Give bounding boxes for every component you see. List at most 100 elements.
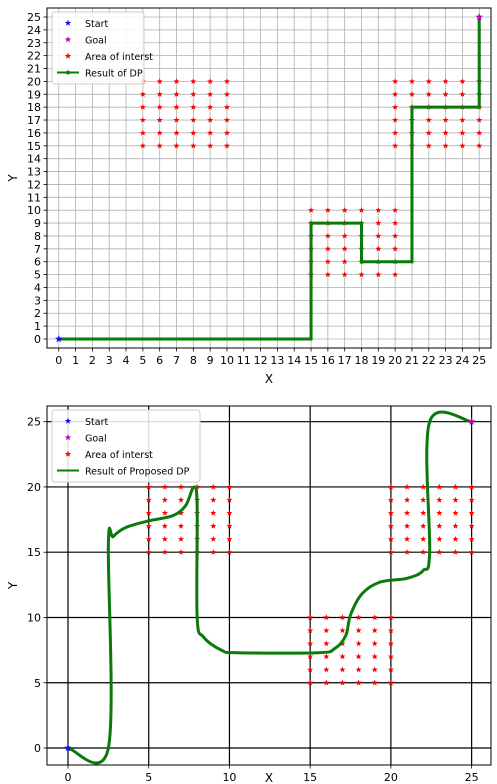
legend-marker-dot [66, 70, 70, 75]
y-tick-label: 6 [34, 256, 41, 269]
y-tick-label: 24 [27, 24, 41, 37]
x-tick-label: 20 [388, 354, 402, 367]
x-tick-label: 10 [222, 771, 236, 784]
area-of-interest-point [226, 509, 233, 516]
area-of-interest-point [323, 627, 330, 634]
legend-label: Start [85, 19, 108, 30]
area-of-interest-point [145, 522, 152, 529]
result-path-point [141, 337, 145, 341]
area-of-interest-point [387, 496, 394, 503]
area-of-interest-point [468, 535, 475, 542]
result-path-point [410, 144, 414, 148]
area-of-interest-point [324, 258, 331, 265]
legend-label: Area of interst [85, 450, 153, 461]
area-of-interest-point [387, 549, 394, 555]
result-path-point [410, 260, 414, 264]
area-of-interest-point [420, 549, 427, 555]
area-of-interest-point [476, 129, 483, 136]
legend: Start Goal Area of interst Result of DP [51, 11, 153, 85]
area-of-interest-point [436, 496, 443, 503]
area-of-interest-point [156, 142, 163, 149]
y-tick-label: 21 [27, 63, 41, 76]
y-tick-label: 2 [34, 307, 41, 320]
area-of-interest-point [404, 535, 411, 542]
area-of-interest-point [139, 91, 146, 97]
area-of-interest-point [375, 271, 382, 278]
area-of-interest-point [392, 142, 399, 149]
area-of-interest-point [173, 116, 180, 123]
y-tick-label: 0 [34, 742, 41, 755]
area-of-interest-point [404, 549, 411, 555]
result-path-point [309, 285, 313, 290]
area-of-interest-point [173, 91, 180, 97]
area-of-interest-point [307, 666, 314, 673]
area-of-interest-point [145, 549, 152, 555]
area-of-interest-point [387, 522, 394, 529]
area-of-interest-point [436, 535, 443, 542]
area-of-interest-point [177, 509, 185, 516]
x-tick-label: 13 [270, 354, 284, 367]
legend-marker-star [64, 36, 72, 43]
result-path-point [309, 311, 313, 315]
result-path-point [258, 337, 263, 341]
result-path-point [477, 92, 481, 96]
area-of-interest-point [156, 116, 163, 123]
area-of-interest-point [392, 219, 399, 226]
area-of-interest-point [392, 103, 399, 110]
area-of-interest-point [210, 522, 217, 529]
area-of-interest-point [323, 614, 330, 621]
area-of-interest-point [476, 116, 483, 123]
area-of-interest-point [459, 78, 466, 84]
result-path-point [443, 105, 448, 109]
area-of-interest-point [452, 509, 459, 516]
area-of-interest-point [190, 91, 197, 97]
area-of-interest-point [177, 483, 185, 490]
result-path-point [410, 182, 414, 187]
result-path-point [309, 337, 313, 341]
area-of-interest-point [161, 496, 168, 503]
area-of-interest-point [226, 549, 233, 555]
x-tick-label: 15 [303, 771, 317, 784]
result-path-point [410, 221, 414, 225]
area-of-interest-point [420, 509, 427, 516]
result-path-point [309, 272, 313, 277]
result-path-point [410, 118, 414, 122]
area-of-interest-point [307, 653, 314, 660]
area-of-interest-point [161, 483, 168, 490]
area-of-interest-point [425, 129, 432, 136]
area-of-interest-point [307, 627, 314, 634]
result-path-point [410, 157, 414, 161]
area-of-interest-point [207, 78, 214, 84]
area-of-interest-point [420, 483, 427, 490]
area-of-interest-point [452, 483, 459, 490]
area-of-interest-point [177, 496, 185, 503]
x-tick-label: 14 [287, 354, 301, 367]
top-chart-dp: 0 1 2 3 4 5 6 7 8 9 10 11 12 13 14 15 16 17 18 19 20 21 22 23 24… [6, 7, 492, 386]
area-of-interest-point [210, 549, 217, 555]
area-of-interest-point [156, 129, 163, 136]
area-of-interest-point [341, 245, 348, 252]
y-tick-label: 9 [34, 217, 41, 230]
y-tick-label: 25 [27, 11, 41, 24]
area-of-interest-point [223, 142, 230, 149]
x-tick-label: 6 [156, 354, 163, 367]
result-path-point [309, 324, 313, 328]
area-of-interest-point [223, 78, 230, 84]
y-tick-label: 8 [34, 230, 41, 243]
result-path-point [477, 105, 481, 109]
result-path-point [309, 298, 313, 302]
x-tick-label: 12 [254, 354, 268, 367]
area-of-interest-point [223, 103, 230, 110]
area-of-interest-point [161, 549, 168, 555]
area-of-interest-point [404, 483, 411, 490]
y-tick-label: 20 [27, 75, 41, 88]
area-of-interest-point [323, 653, 330, 660]
area-of-interest-point [452, 549, 459, 555]
area-of-interest-point [307, 679, 314, 686]
area-of-interest-point [161, 522, 168, 529]
legend-label: Start [85, 417, 108, 428]
area-of-interest-point [355, 653, 362, 660]
x-tick-label: 0 [64, 771, 71, 784]
y-tick-label: 19 [27, 88, 41, 101]
